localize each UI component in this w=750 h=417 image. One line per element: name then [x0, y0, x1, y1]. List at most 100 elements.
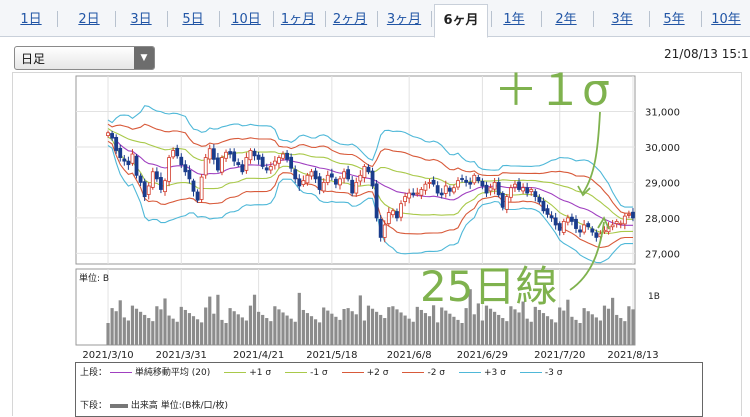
volume-bar	[147, 318, 151, 345]
candle-body	[224, 151, 228, 159]
candle-body	[423, 183, 428, 191]
volume-bar	[525, 318, 529, 345]
candle-body	[508, 187, 513, 198]
candle-body	[399, 203, 403, 218]
candle-body	[439, 192, 444, 196]
volume-bar	[411, 321, 415, 345]
volume-bar	[289, 318, 293, 345]
tab-1[interactable]: 1日	[20, 12, 42, 27]
candle-body	[553, 217, 558, 226]
volume-bar	[403, 315, 407, 345]
tab-5[interactable]: 10日	[231, 12, 261, 27]
volume-bar	[114, 311, 118, 345]
tab-separator	[491, 11, 492, 27]
candle-body	[350, 179, 355, 194]
period-select[interactable]: 日足 ▼	[14, 46, 155, 70]
candle-body	[513, 183, 517, 188]
volume-bar	[370, 308, 375, 345]
volume-bar	[175, 321, 179, 345]
tab-4[interactable]: 5日	[182, 12, 204, 27]
candle-body	[325, 174, 330, 183]
tab-separator	[701, 11, 702, 27]
candle-body	[537, 196, 542, 203]
tab-10[interactable]: 1年	[503, 12, 525, 27]
candle-body	[338, 178, 342, 186]
volume-bar	[623, 321, 627, 345]
legend-swatch	[109, 372, 132, 373]
candle-body	[460, 178, 464, 180]
volume-bar	[570, 316, 574, 345]
tab-11[interactable]: 2年	[555, 12, 577, 27]
candle-body	[557, 223, 562, 231]
tab-12[interactable]: 3年	[611, 12, 633, 27]
candle-body	[264, 167, 269, 171]
candle-body	[130, 153, 135, 164]
legend-swatch	[224, 372, 247, 373]
x-tick-label: 2021/3/31	[156, 350, 207, 361]
volume-bar	[224, 323, 228, 345]
legend-label: +2 σ	[366, 368, 389, 378]
volume-bar	[615, 314, 619, 345]
volume-bar	[509, 306, 513, 345]
tab-6[interactable]: 1ヶ月	[280, 12, 316, 27]
candle-body	[138, 175, 143, 183]
period-select-value: 日足	[21, 52, 46, 66]
candle-body	[146, 185, 151, 195]
candle-body	[496, 182, 501, 196]
candle-body	[195, 191, 200, 201]
legend-item: -3 σ	[519, 366, 562, 380]
volume-bar	[423, 313, 428, 345]
tab-separator	[649, 11, 650, 27]
volume-bar	[452, 316, 456, 345]
volume-bar	[358, 295, 362, 345]
candle-body	[472, 174, 477, 184]
minus-2-sigma-line	[107, 140, 633, 249]
candle-body	[390, 210, 395, 216]
candle-body	[362, 166, 367, 178]
tab-3[interactable]: 3日	[130, 12, 152, 27]
candle-body	[334, 178, 338, 185]
tab-separator	[325, 11, 326, 27]
volume-bar	[444, 310, 448, 345]
volume-bar	[578, 323, 582, 345]
tab-8[interactable]: 3ヶ月	[386, 12, 422, 27]
volume-bar	[187, 313, 192, 345]
volume-bar	[236, 314, 240, 345]
tab-2[interactable]: 2日	[78, 12, 100, 27]
candle-body	[614, 221, 619, 224]
volume-bar	[118, 300, 122, 345]
volume-bar	[261, 314, 265, 345]
candle-body	[395, 211, 399, 219]
candle-body	[386, 212, 391, 224]
candle-body	[358, 174, 363, 182]
volume-bar	[134, 308, 139, 345]
tab-separator	[273, 11, 274, 27]
volume-bar	[281, 312, 285, 345]
tab-14[interactable]: 10年	[711, 12, 741, 27]
candle-body	[272, 160, 277, 166]
tab-7[interactable]: 2ヶ月	[332, 12, 368, 27]
chart-frame	[12, 72, 742, 416]
tab-13[interactable]: 5年	[663, 12, 685, 27]
candle-body	[329, 173, 334, 178]
legend-lower-label: 下段：	[80, 401, 108, 411]
candle-body	[354, 182, 359, 194]
volume-bar	[220, 319, 224, 345]
candle-body	[220, 157, 224, 173]
plus-one-sigma-annotation: ＋１σ	[494, 65, 610, 116]
volume-bar	[391, 306, 395, 345]
tab-9[interactable]: 6ヶ月	[434, 4, 488, 38]
legend-item: -2 σ	[402, 366, 445, 380]
candle-body	[618, 222, 623, 225]
legend-swatch	[402, 372, 425, 373]
volume-bar	[143, 314, 147, 345]
volume-bar	[594, 317, 598, 345]
chevron-down-icon[interactable]: ▼	[134, 47, 154, 69]
volume-bar	[155, 306, 159, 345]
volume-bar	[330, 313, 334, 345]
volume-bar	[582, 308, 586, 345]
candle-body	[317, 176, 322, 190]
plus-2-sigma-line	[107, 123, 633, 214]
volume-bar	[256, 311, 261, 345]
